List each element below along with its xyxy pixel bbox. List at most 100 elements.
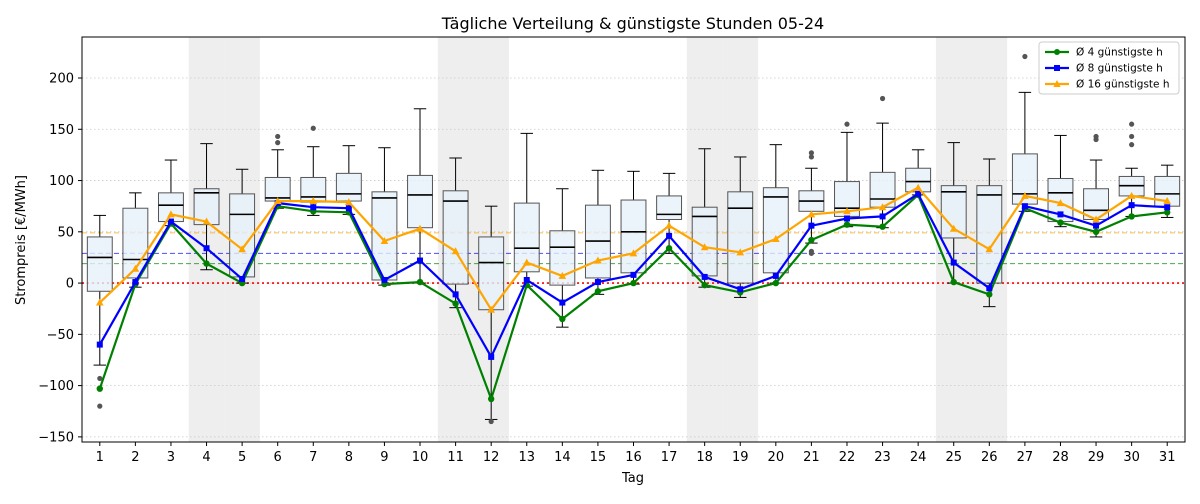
box-day-17 [656,172,683,254]
series-point-g8 [950,259,957,266]
outlier-point [97,403,103,409]
x-tick-label: 9 [380,450,388,465]
outlier-point [808,154,815,160]
y-tick-label: 100 [49,174,74,189]
series-point-g4 [986,291,993,298]
box-iqr [656,195,683,221]
box-iqr [86,236,113,292]
x-tick-label: 3 [167,450,175,465]
outlier-point [844,121,850,127]
x-tick-label: 20 [768,450,785,465]
x-tick-label: 8 [345,450,353,465]
outlier-point [275,133,281,140]
series-point-g16 [202,217,211,225]
series-point-g16 [629,249,638,257]
x-tick-label: 12 [483,450,500,465]
box-iqr [335,172,362,202]
box-day-19 [727,156,754,298]
series-point-g4 [843,221,851,228]
series-point-g8 [452,291,459,298]
series-point-g16 [167,210,175,218]
x-tick-label: 13 [518,450,535,465]
series-point-g16 [594,256,602,264]
series-point-g4 [559,315,566,323]
series-point-g16 [380,237,389,245]
x-tick-label: 27 [1017,450,1034,465]
series-point-g8 [772,272,779,279]
series-point-g16 [558,271,567,279]
series-point-g8 [986,285,993,292]
box-day-23 [869,95,896,229]
series-point-g16 [843,207,851,215]
series-point-g4 [1092,228,1100,236]
box-iqr [620,199,647,274]
outlier-point [1129,133,1135,140]
y-tick-label: 0 [66,277,74,292]
series-point-g16 [949,224,958,232]
box-day-8 [335,145,362,215]
outlier-point [808,248,815,254]
series-point-g8 [630,271,637,278]
series-point-g4 [950,278,957,286]
series-point-g4 [96,385,103,392]
x-tick-label: 29 [1088,450,1105,465]
x-tick-label: 22 [839,450,856,465]
series-point-g4 [594,288,602,295]
box-day-31 [1154,164,1181,218]
series-point-g16 [914,183,922,191]
series-point-g8 [843,215,850,222]
series-point-g4 [1164,209,1171,216]
legend-entry-g4: Ø 4 günstigste h [1076,47,1163,59]
series-point-g8 [488,353,495,360]
series-point-g4 [203,260,210,267]
x-tick-label: 15 [590,450,607,465]
x-tick-label: 2 [131,450,139,465]
series-point-g8 [1164,204,1171,211]
outlier-point [1022,53,1028,60]
x-tick-label: 7 [309,450,317,465]
series-point-g16 [807,210,816,218]
x-tick-label: 1 [96,450,104,465]
series-point-g16 [131,264,140,272]
series-point-g4 [1128,213,1135,220]
box-day-27 [1011,53,1038,212]
series-point-g8 [132,279,139,286]
series-point-g4 [772,279,780,287]
series-point-g4 [416,278,424,286]
series-point-g8 [203,245,210,252]
x-tick-label: 23 [874,450,891,465]
series-point-g16 [665,221,673,229]
box-day-14 [549,188,576,328]
outlier-point [808,150,815,156]
series-point-g16 [1092,215,1100,223]
legend-marker-g8 [1054,65,1060,71]
x-tick-label: 18 [696,450,713,465]
series-point-g4 [1057,219,1064,226]
series-point-g8 [701,273,708,280]
x-tick-label: 28 [1052,450,1069,465]
series-point-g8 [523,277,530,283]
series-point-g16 [878,203,887,211]
series-point-g16 [1163,197,1172,205]
x-tick-label: 10 [412,450,429,465]
chart-title: Tägliche Verteilung & günstigste Stunden… [441,14,824,33]
series-point-g8 [1093,222,1100,229]
legend-marker-g16 [1053,80,1061,87]
series-point-g16 [238,245,246,253]
box-iqr [407,174,433,229]
legend-entry-g8: Ø 8 günstigste h [1076,63,1163,75]
x-tick-label: 31 [1159,450,1176,465]
series-point-g16 [1056,199,1065,207]
y-tick-label: −150 [38,430,74,445]
series-point-g16 [451,247,460,255]
series-point-g16 [95,298,104,306]
series-point-g8 [310,204,317,211]
series-point-g16 [309,197,318,205]
series-point-g4 [630,279,637,287]
series-point-g16 [273,197,282,205]
series-point-g8 [239,275,246,282]
x-axis-label: Tag [621,471,644,486]
box-iqr [442,190,469,285]
series-point-g8 [594,279,601,286]
